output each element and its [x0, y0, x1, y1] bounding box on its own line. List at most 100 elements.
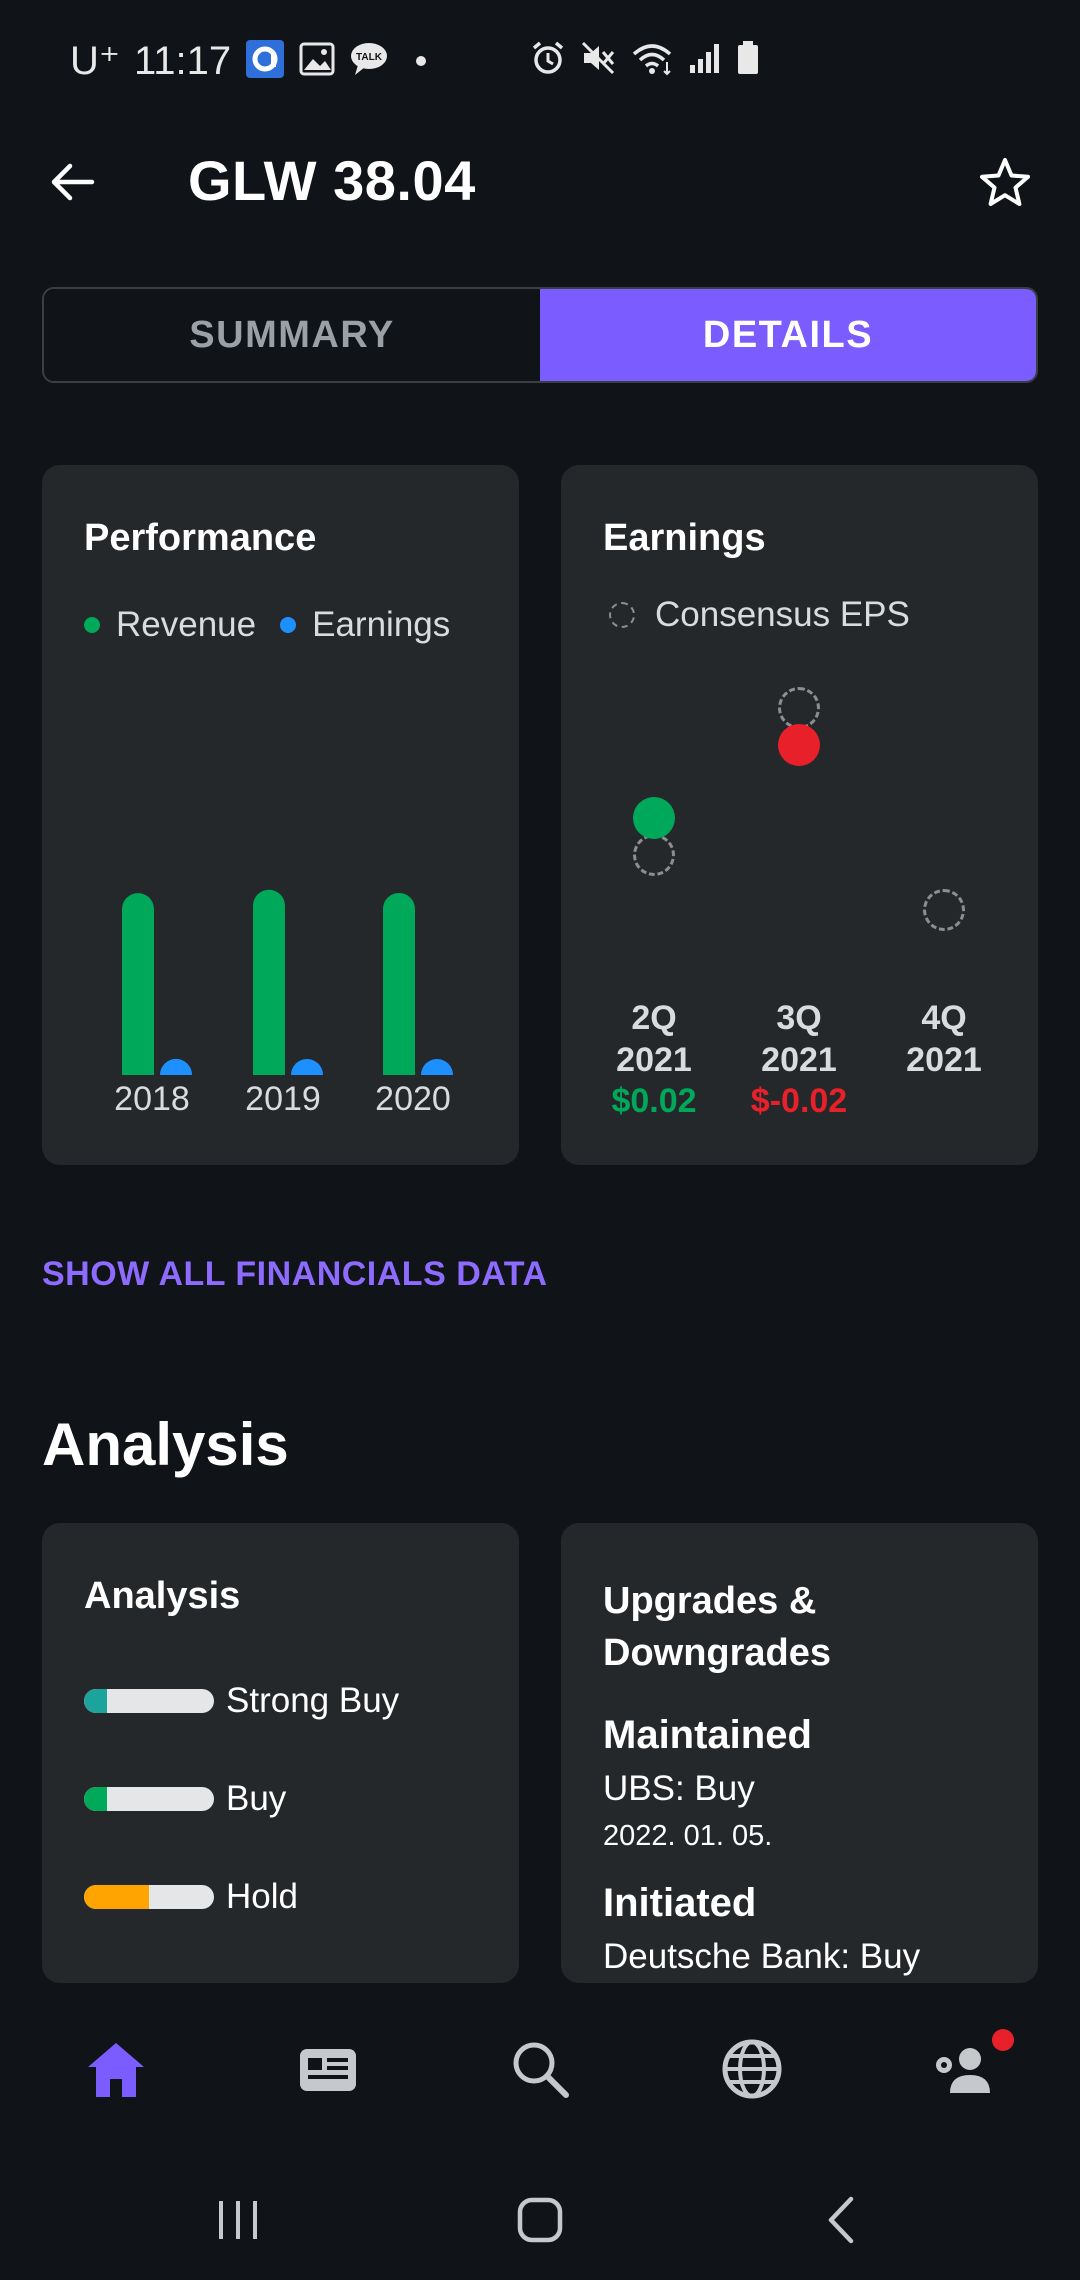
- nav-markets[interactable]: [712, 2029, 792, 2109]
- consensus-eps-point: [633, 834, 675, 876]
- system-back-button[interactable]: [807, 2185, 877, 2255]
- status-left: U⁺ 11:17 TALK: [70, 38, 433, 84]
- rating-bar-fill: [84, 1885, 149, 1909]
- quarter-label: 3Q: [776, 999, 822, 1037]
- chevron-left-icon: [828, 2196, 854, 2244]
- quarter-year-label: 2021: [761, 1041, 837, 1079]
- talk-icon-label: TALK: [356, 52, 383, 63]
- performance-chart: [122, 889, 453, 1075]
- rating-label: Buy: [226, 1779, 287, 1818]
- analysis-section-title: Analysis: [42, 1411, 289, 1478]
- system-navigation: [0, 2155, 1080, 2280]
- earnings-bar-2019: [291, 1059, 323, 1075]
- bottom-navigation: [0, 1985, 1080, 2155]
- quarter-axis-label: 2Q 2021: [589, 997, 719, 1081]
- performance-legend: Revenue Earnings: [84, 605, 450, 645]
- recent-apps-icon: [219, 2201, 257, 2239]
- upgrades-downgrades-card[interactable]: Upgrades & Downgrades Maintained UBS: Bu…: [561, 1523, 1038, 1983]
- tab-summary[interactable]: SUMMARY: [44, 289, 540, 381]
- upgrade-action-1: Maintained: [603, 1713, 812, 1757]
- consensus-legend-marker: [609, 602, 635, 628]
- rating-bar: [84, 1689, 214, 1713]
- header: GLW 38.04: [0, 130, 1080, 240]
- rating-row: Hold: [84, 1877, 298, 1917]
- home-icon: [88, 2043, 144, 2097]
- status-right: [530, 40, 760, 81]
- search-icon: [513, 2042, 569, 2098]
- home-button[interactable]: [505, 2185, 575, 2255]
- earnings-bar-2018: [160, 1058, 192, 1075]
- eps-value-label: $-0.02: [750, 1082, 848, 1120]
- consensus-eps-point: [923, 889, 965, 931]
- upgrade-date-1: 2022. 01. 05.: [603, 1820, 773, 1852]
- upgrade-action-2: Initiated: [603, 1881, 757, 1925]
- app-notification-icon: [245, 39, 285, 84]
- bar-x-label: 2018: [114, 1080, 190, 1118]
- bar-x-label: 2020: [375, 1080, 451, 1118]
- revenue-bar-2018: [122, 893, 154, 1075]
- clock: 11:17: [134, 38, 232, 83]
- star-icon: [980, 158, 1030, 206]
- quarter-axis-label: 3Q 2021: [734, 997, 864, 1081]
- dot-icon: [403, 44, 433, 79]
- nav-account[interactable]: [924, 2029, 1014, 2109]
- signal-icon: [688, 41, 722, 80]
- tab-details[interactable]: DETAILS: [540, 289, 1036, 381]
- earnings-title: Earnings: [603, 517, 766, 559]
- revenue-bar-2020: [383, 892, 415, 1075]
- earnings-legend-dot: [280, 617, 297, 633]
- quarter-axis-label: 4Q 2021: [879, 997, 1009, 1081]
- quarter-year-label: 2021: [906, 1041, 982, 1079]
- rating-bar: [84, 1885, 214, 1909]
- rating-label: Strong Buy: [226, 1681, 400, 1720]
- rating-bar-fill: [84, 1689, 108, 1713]
- mute-icon: [580, 40, 616, 81]
- bar-x-label: 2019: [245, 1080, 321, 1118]
- nav-search[interactable]: [500, 2029, 580, 2109]
- account-settings-icon: [936, 2048, 990, 2093]
- nav-home[interactable]: [76, 2029, 156, 2109]
- upgrades-title: Upgrades & Downgrades: [603, 1580, 832, 1674]
- actual-eps-point: [633, 797, 675, 840]
- performance-card[interactable]: Performance Revenue Earnings 2018 2019 202…: [42, 465, 519, 1165]
- rating-bar-fill: [84, 1787, 108, 1811]
- wifi-icon: [630, 40, 674, 81]
- status-bar: U⁺ 11:17 TALK: [0, 0, 1080, 130]
- home-square-icon: [517, 2197, 563, 2243]
- notification-badge: [992, 2029, 1014, 2051]
- revenue-legend-label: Revenue: [116, 605, 257, 644]
- earnings-legend: Consensus EPS: [609, 595, 910, 635]
- battery-icon: [736, 40, 760, 81]
- watchlist-star-button[interactable]: [970, 148, 1040, 218]
- carrier-label: U⁺: [70, 39, 120, 83]
- globe-icon: [722, 2039, 782, 2099]
- tab-bar: SUMMARY DETAILS: [42, 287, 1038, 383]
- alarm-icon: [530, 40, 566, 81]
- rating-row: Buy: [84, 1779, 286, 1819]
- quarter-year-label: 2021: [616, 1041, 692, 1079]
- earnings-legend-label: Earnings: [312, 605, 451, 644]
- recent-apps-button[interactable]: [203, 2185, 273, 2255]
- earnings-bar-2020: [421, 1059, 453, 1075]
- consensus-legend-label: Consensus EPS: [655, 595, 910, 634]
- upgrade-firm-1: UBS: Buy: [603, 1769, 755, 1808]
- upgrade-firm-2: Deutsche Bank: Buy: [603, 1937, 921, 1976]
- eps-value-label: $0.02: [611, 1082, 697, 1120]
- newspaper-icon: [300, 2049, 356, 2091]
- arrow-left-icon: [51, 163, 95, 201]
- rating-bar: [84, 1787, 214, 1811]
- revenue-bar-2019: [253, 889, 285, 1075]
- analysis-card[interactable]: Analysis Strong Buy Buy Hold: [42, 1523, 519, 1983]
- revenue-legend-dot: [84, 617, 100, 633]
- performance-title: Performance: [84, 517, 317, 559]
- nav-news[interactable]: [288, 2029, 368, 2109]
- actual-eps-point: [778, 724, 820, 766]
- quarter-label: 4Q: [921, 999, 967, 1037]
- show-all-financials-link[interactable]: SHOW ALL FINANCIALS DATA: [42, 1255, 548, 1293]
- earnings-card[interactable]: Earnings Consensus EPS 2Q 2021 $0.02 3Q 2021…: [561, 465, 1038, 1165]
- back-button[interactable]: [40, 150, 104, 214]
- rating-row: Strong Buy: [84, 1681, 399, 1721]
- quarter-label: 2Q: [631, 999, 677, 1037]
- analysis-card-title: Analysis: [84, 1575, 241, 1617]
- page-title: GLW 38.04: [188, 149, 476, 212]
